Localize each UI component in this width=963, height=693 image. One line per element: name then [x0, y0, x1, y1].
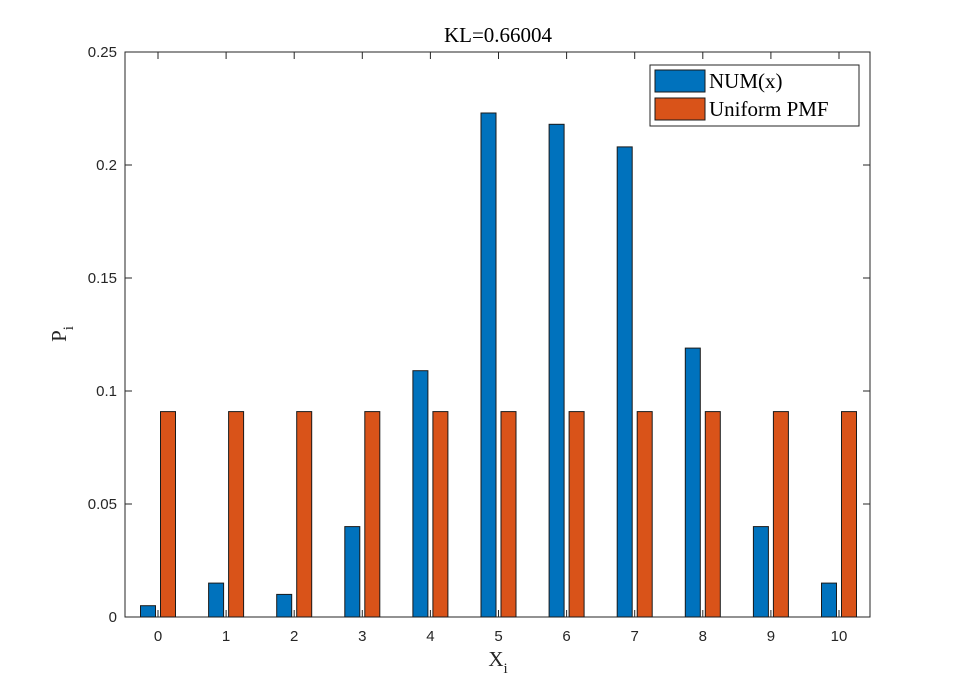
- y-tick-label-0.05: 0.05: [88, 496, 117, 513]
- legend-swatch-num: [654, 69, 706, 93]
- y-axis-label-main: P: [47, 330, 71, 342]
- y-tick-label-0.1: 0.1: [96, 383, 117, 400]
- uniform-bar-6: [568, 411, 585, 618]
- plot-area: [124, 51, 871, 618]
- y-axis-label: Pi: [47, 326, 77, 342]
- legend-label-num: NUM(x): [709, 69, 783, 93]
- num-bar-10: [821, 582, 837, 618]
- x-tick-label-9: 9: [767, 628, 775, 645]
- x-tick-label-6: 6: [562, 628, 570, 645]
- x-tick-label-3: 3: [358, 628, 366, 645]
- num-bar-4: [412, 370, 429, 618]
- x-tick-label-2: 2: [290, 628, 298, 645]
- uniform-bar-9: [772, 411, 789, 618]
- chart-title: KL=0.66004: [444, 23, 553, 47]
- num-bar-3: [344, 526, 361, 618]
- x-tick-label-5: 5: [494, 628, 502, 645]
- x-tick-label-8: 8: [699, 628, 707, 645]
- uniform-bar-2: [296, 411, 313, 618]
- x-axis-label-main: X: [488, 647, 503, 671]
- uniform-bar-5: [500, 411, 517, 618]
- uniform-bar-7: [636, 411, 653, 618]
- bars-group: [140, 112, 857, 618]
- x-tick-label-4: 4: [426, 628, 434, 645]
- y-tick-label-0.15: 0.15: [88, 270, 117, 287]
- uniform-bar-8: [704, 411, 721, 618]
- x-tick-label-7: 7: [631, 628, 639, 645]
- num-bar-5: [480, 112, 497, 618]
- num-bar-7: [616, 146, 633, 618]
- uniform-bar-10: [841, 411, 857, 618]
- num-bar-6: [548, 123, 565, 618]
- legend-label-uniform: Uniform PMF: [709, 97, 829, 121]
- x-tick-label-10: 10: [831, 628, 848, 645]
- y-tick-label-0: 0: [109, 609, 117, 626]
- uniform-bar-1: [228, 411, 245, 618]
- x-axis-label: Xi: [488, 647, 507, 677]
- x-tick-label-0: 0: [154, 628, 162, 645]
- uniform-bar-4: [432, 411, 449, 618]
- num-bar-0: [140, 605, 156, 618]
- uniform-bar-3: [364, 411, 381, 618]
- num-bar-9: [752, 526, 769, 618]
- y-tick-label-0.2: 0.2: [96, 157, 117, 174]
- y-axis-label-subscript: i: [61, 326, 77, 330]
- num-bar-8: [684, 347, 701, 618]
- legend-swatch-uniform: [654, 97, 706, 121]
- num-bar-2: [276, 593, 293, 618]
- ticks-group: [125, 51, 870, 618]
- uniform-bar-0: [160, 411, 176, 618]
- tick-labels-group: 0 1 2 3 4 5 6 7 8 9 10 0 0.05 0.1 0.15 0.2 0.25: [88, 44, 848, 645]
- num-bar-1: [208, 582, 225, 618]
- legend: NUM(x) Uniform PMF: [649, 64, 860, 127]
- x-axis-label-subscript: i: [504, 661, 508, 677]
- y-tick-label-0.25: 0.25: [88, 44, 117, 61]
- x-tick-label-1: 1: [222, 628, 230, 645]
